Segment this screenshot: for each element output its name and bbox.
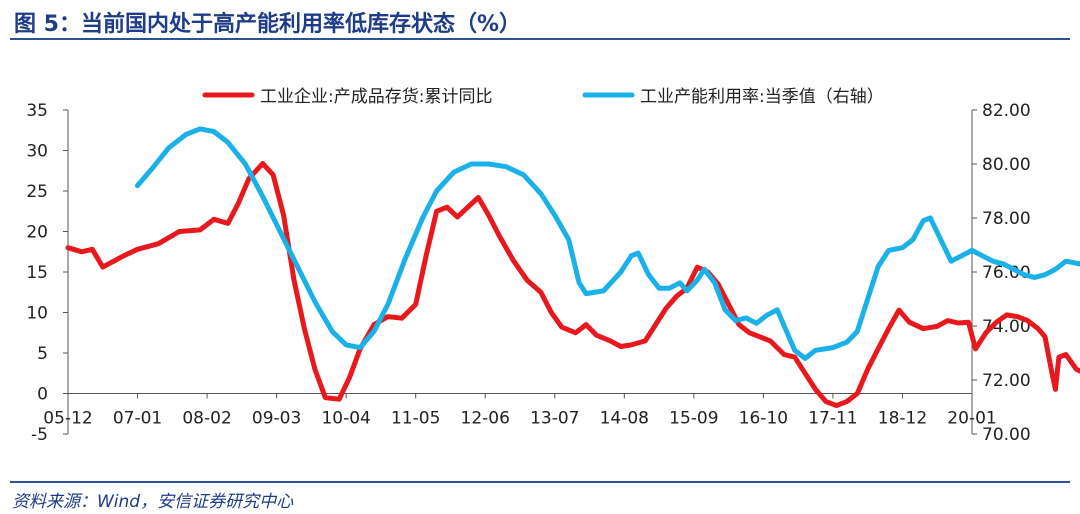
legend-label-capacity-utilization: 工业产能利用率:当季值（右轴） bbox=[640, 87, 884, 107]
left-tick-label: 30 bbox=[26, 142, 48, 162]
left-tick-label: 5 bbox=[37, 344, 48, 364]
right-tick-label: 70.00 bbox=[982, 425, 1031, 445]
left-tick-label: -5 bbox=[31, 425, 48, 445]
right-tick-label: 78.00 bbox=[982, 209, 1031, 229]
series-line-inventory-yoy bbox=[65, 161, 1080, 409]
legend-label-inventory: 工业企业:产成品存货:累计同比 bbox=[260, 87, 492, 107]
x-tick-label: 11-05 bbox=[391, 409, 440, 429]
series-line-capacity-utilization bbox=[135, 126, 1080, 361]
right-tick-label: 76.00 bbox=[982, 263, 1031, 283]
axes: -50510152025303570.0072.0074.0076.0078.0… bbox=[26, 101, 1030, 445]
left-tick-label: 0 bbox=[37, 385, 48, 405]
x-tick-label: 08-02 bbox=[182, 409, 231, 429]
x-tick-label: 09-03 bbox=[252, 409, 301, 429]
left-tick-label: 15 bbox=[26, 263, 48, 283]
left-tick-label: 10 bbox=[26, 304, 48, 324]
x-tick-label: 18-12 bbox=[878, 409, 927, 429]
source-note: 资料来源：Wind，安信证券研究中心 bbox=[12, 492, 294, 512]
series-group bbox=[65, 126, 1080, 409]
x-tick-label: 15-09 bbox=[669, 409, 718, 429]
right-tick-label: 72.00 bbox=[982, 371, 1031, 391]
legend: 工业企业:产成品存货:累计同比 工业产能利用率:当季值（右轴） bbox=[202, 87, 884, 107]
x-tick-label: 13-07 bbox=[530, 409, 579, 429]
x-tick-label: 05-12 bbox=[43, 409, 92, 429]
x-tick-label: 20-01 bbox=[947, 409, 996, 429]
x-tick-label: 12-06 bbox=[461, 409, 510, 429]
left-tick-label: 20 bbox=[26, 223, 48, 243]
x-tick-label: 07-01 bbox=[113, 409, 162, 429]
x-tick-label: 10-04 bbox=[321, 409, 370, 429]
left-tick-label: 25 bbox=[26, 182, 48, 202]
title-rule bbox=[10, 38, 1070, 40]
left-tick-label: 35 bbox=[26, 101, 48, 121]
right-tick-label: 80.00 bbox=[982, 155, 1031, 175]
x-tick-label: 14-08 bbox=[600, 409, 649, 429]
x-tick-label: 16-10 bbox=[739, 409, 788, 429]
figure-title: 图 5：当前国内处于高产能利用率低库存状态（%） bbox=[14, 12, 522, 37]
x-tick-label: 17-11 bbox=[808, 409, 857, 429]
footer-rule bbox=[10, 481, 1070, 483]
right-tick-label: 82.00 bbox=[982, 101, 1031, 121]
